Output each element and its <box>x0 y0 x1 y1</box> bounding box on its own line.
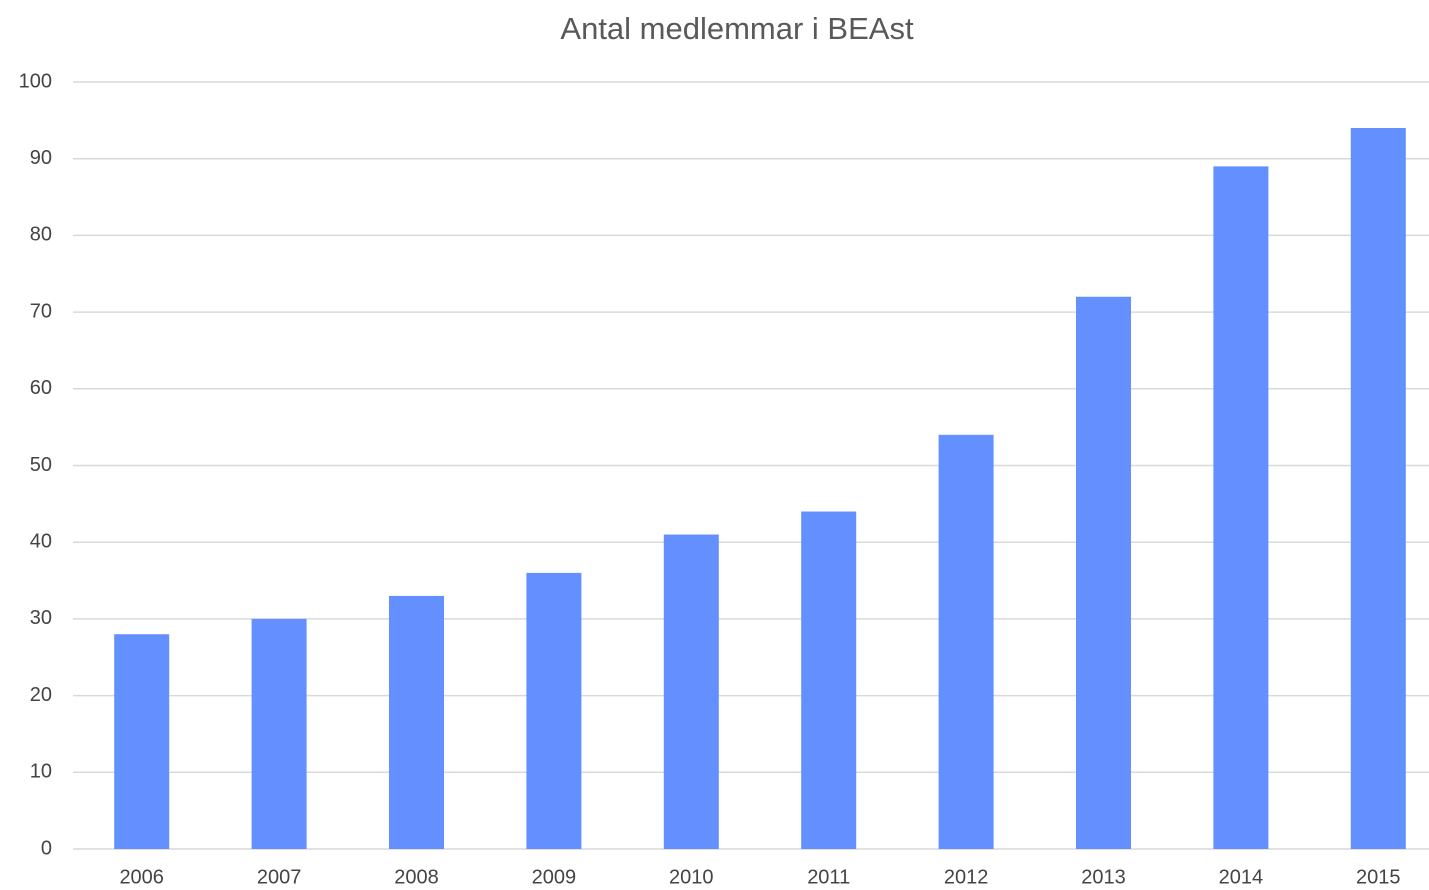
y-tick-label: 80 <box>30 224 52 246</box>
x-tick-label: 2006 <box>119 866 164 888</box>
y-tick-label: 0 <box>41 837 52 859</box>
bar <box>114 634 170 849</box>
x-tick-label: 2010 <box>669 866 714 888</box>
y-tick-label: 20 <box>30 684 52 706</box>
bar <box>663 534 719 849</box>
chart-title: Antal medlemmar i BEAst <box>560 11 914 46</box>
y-tick-label: 50 <box>30 454 52 476</box>
bar <box>938 434 994 849</box>
x-tick-label: 2009 <box>532 866 577 888</box>
x-tick-label: 2008 <box>394 866 439 888</box>
bar <box>801 511 857 849</box>
y-tick-label: 90 <box>30 147 52 169</box>
x-tick-label: 2012 <box>944 866 989 888</box>
y-tick-label: 60 <box>30 377 52 399</box>
y-tick-label: 100 <box>19 70 52 92</box>
x-tick-label: 2011 <box>807 866 850 888</box>
y-tick-label: 10 <box>30 761 52 783</box>
x-tick-label: 2014 <box>1219 866 1264 888</box>
bar <box>526 572 582 849</box>
x-tick-label: 2013 <box>1081 866 1126 888</box>
x-tick-label: 2015 <box>1356 866 1401 888</box>
x-tick-label: 2007 <box>257 866 302 888</box>
y-tick-label: 30 <box>30 607 52 629</box>
y-tick-label: 40 <box>30 530 52 552</box>
bar <box>251 618 307 849</box>
bar <box>1213 166 1269 849</box>
bar <box>1076 296 1131 849</box>
y-tick-label: 70 <box>30 300 52 322</box>
bar <box>389 595 444 849</box>
bar <box>1350 128 1406 849</box>
